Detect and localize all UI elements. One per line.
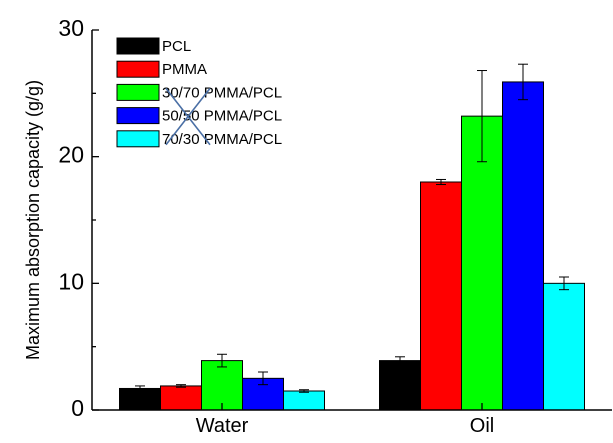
bar-oil-3: [461, 115, 503, 411]
legend-cross-annotation: [165, 87, 211, 146]
y-tick-label: 30: [58, 15, 84, 41]
legend-item: 30/70 PMMA/PCL: [116, 83, 282, 101]
bar-oil-4: [502, 81, 544, 411]
bar-water-3: [201, 360, 243, 411]
cross-stroke: [165, 87, 211, 146]
error-bar: [299, 389, 309, 393]
error-bar: [395, 356, 405, 365]
y-tick-label: 20: [58, 142, 84, 168]
legend-label: PMMA: [162, 61, 207, 78]
legend-label: 70/30 PMMA/PCL: [162, 131, 282, 148]
x-tick-label-water: Water: [196, 415, 249, 437]
legend-label: PCL: [162, 38, 191, 55]
legend-item: 70/30 PMMA/PCL: [116, 130, 282, 148]
bar-water-5: [283, 390, 325, 411]
error-bar: [176, 384, 186, 388]
bar-oil-5: [543, 282, 585, 411]
error-bar: [518, 63, 528, 101]
legend-item: PCL: [116, 37, 191, 55]
error-bar: [135, 385, 145, 392]
legend-label: 50/50 PMMA/PCL: [162, 108, 282, 125]
legend-swatch: [116, 130, 160, 148]
legend-label: 30/70 PMMA/PCL: [162, 84, 282, 101]
y-axis-title: Maximum absorption capacity (g/g): [23, 80, 43, 360]
bar-water-2: [160, 385, 202, 411]
x-ticks-group: Water Oil: [196, 403, 494, 437]
error-bar: [217, 353, 227, 368]
legend-swatch: [116, 107, 160, 125]
legend-swatch: [116, 60, 160, 78]
bar-oil-2: [420, 181, 462, 411]
error-bar: [436, 178, 446, 186]
bar-oil-1: [379, 360, 421, 411]
y-tick-label: 0: [71, 395, 84, 421]
error-bar: [477, 70, 487, 163]
y-tick-label: 10: [58, 268, 84, 294]
x-tick-label-oil: Oil: [470, 415, 494, 437]
legend-item: 50/50 PMMA/PCL: [116, 107, 282, 125]
error-bar: [559, 276, 569, 291]
bar-water-1: [119, 387, 161, 411]
y-ticks-group: 0 10 20 30: [58, 15, 99, 421]
error-bars-group: [135, 63, 569, 393]
legend-swatch: [116, 37, 160, 55]
legend-item: PMMA: [116, 60, 207, 78]
legend: PCL PMMA 30/70 PMMA/PCL 50/50 PMMA/PCL 70/30…: [116, 37, 282, 148]
legend-swatch: [116, 83, 160, 101]
error-bar: [258, 371, 268, 386]
